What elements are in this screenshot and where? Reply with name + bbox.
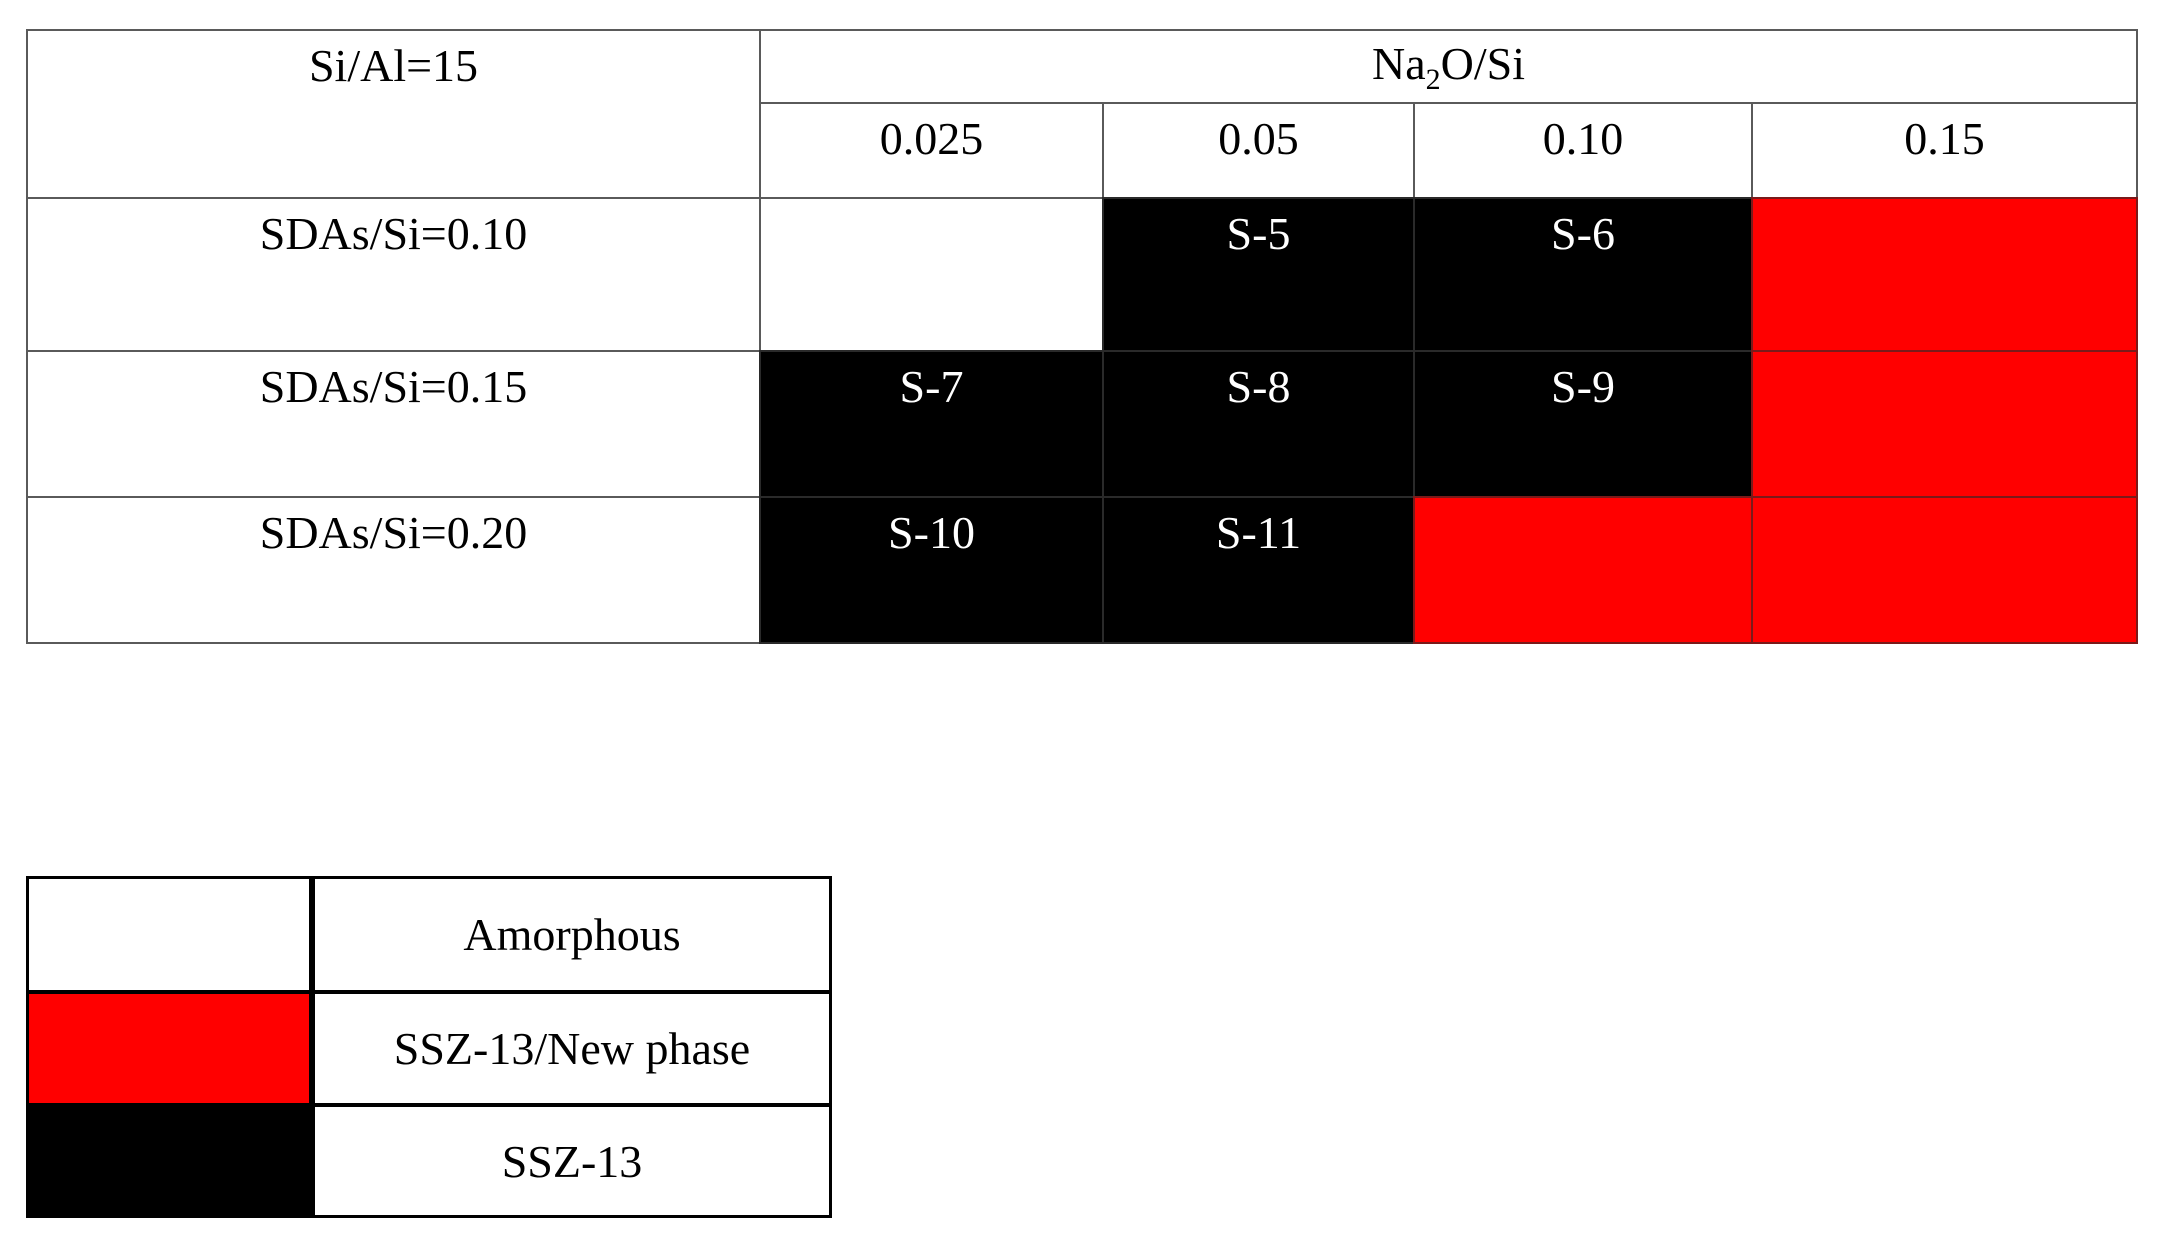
row-label-cell-0: SDAs/Si=0.10 — [26, 197, 761, 352]
legend-divider — [29, 990, 829, 994]
data-cell-0-1: S-5 — [1102, 197, 1415, 352]
legend-label-1: SSZ-13/New phase — [309, 994, 829, 1103]
column-group-subscript: 2 — [1425, 63, 1441, 97]
data-cell-0-3 — [1751, 197, 2138, 352]
legend-swatch-0 — [29, 879, 309, 990]
synthesis-results-table: Si/Al=15 Na2O/Si 0.025 0.05 0.10 0.15 SD… — [26, 29, 2138, 644]
column-header-0: 0.025 — [759, 102, 1104, 199]
data-cell-2-0: S-10 — [759, 496, 1104, 644]
corner-label: Si/Al=15 — [308, 40, 479, 91]
legend-label-0: Amorphous — [309, 879, 829, 990]
legend-swatch-1 — [29, 994, 309, 1103]
data-cell-0-0 — [759, 197, 1104, 352]
data-cell-1-2: S-9 — [1413, 350, 1753, 498]
legend-label-2: SSZ-13 — [309, 1107, 829, 1215]
column-group-label: Na2O/Si — [1371, 38, 1525, 97]
phase-legend: Amorphous SSZ-13/New phase SSZ-13 — [26, 876, 832, 1218]
data-cell-1-0: S-7 — [759, 350, 1104, 498]
data-cell-1-1: S-8 — [1102, 350, 1415, 498]
column-group-header-cell: Na2O/Si — [759, 29, 2138, 104]
legend-swatch-2 — [29, 1107, 309, 1215]
column-header-2: 0.10 — [1413, 102, 1753, 199]
row-label-cell-1: SDAs/Si=0.15 — [26, 350, 761, 498]
corner-header-cell: Si/Al=15 — [26, 29, 761, 199]
column-header-3: 0.15 — [1751, 102, 2138, 199]
data-cell-1-3 — [1751, 350, 2138, 498]
data-cell-0-2: S-6 — [1413, 197, 1753, 352]
column-header-1: 0.05 — [1102, 102, 1415, 199]
row-label-cell-2: SDAs/Si=0.20 — [26, 496, 761, 644]
data-cell-2-3 — [1751, 496, 2138, 644]
legend-divider — [29, 1103, 829, 1107]
data-cell-2-2 — [1413, 496, 1753, 644]
data-cell-2-1: S-11 — [1102, 496, 1415, 644]
